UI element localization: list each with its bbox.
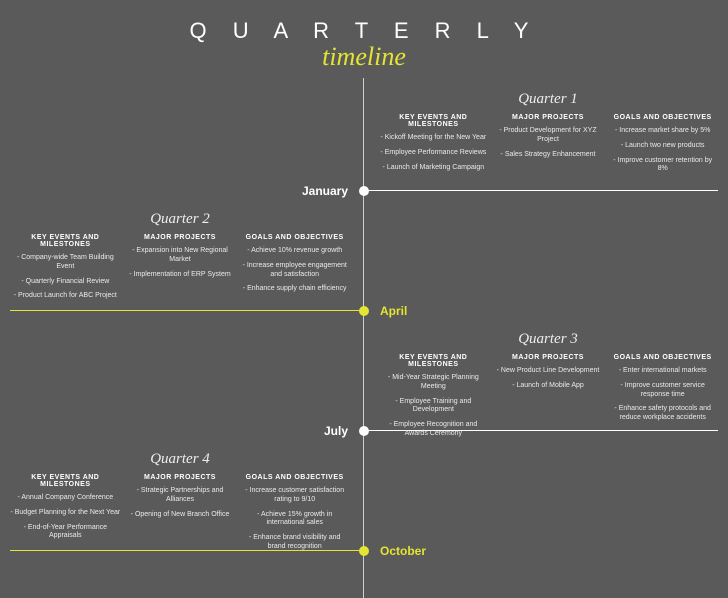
column-item: Improve customer retention by 8% (607, 157, 718, 175)
column-header: GOALS AND OBJECTIVES (607, 354, 718, 361)
column-projects: MAJOR PROJECTS Expansion into New Regiona… (125, 234, 236, 307)
month-label-q4: October (380, 544, 426, 558)
column-header: KEY EVENTS AND MILESTONES (378, 114, 489, 128)
column-item: Expansion into New Regional Market (125, 247, 236, 265)
column-item: Product Launch for ABC Project (10, 292, 121, 301)
timeline-hline-q2 (10, 310, 364, 311)
column-item: Budget Planning for the Next Year (10, 509, 121, 518)
column-goals: GOALS AND OBJECTIVES Enter international … (607, 354, 718, 445)
timeline-vertical-line (363, 78, 364, 598)
column-item: Enhance supply chain efficiency (239, 285, 350, 294)
timeline-dot-q4 (359, 546, 369, 556)
column-item: Annual Company Conference (10, 494, 121, 503)
page-title: Q U A R T E R L Y (0, 18, 728, 44)
column-item: Increase market share by 5% (607, 127, 718, 136)
column-item: Increase employee engagement and satisfa… (239, 262, 350, 280)
column-item: Launch of Marketing Campaign (378, 164, 489, 173)
quarter-title: Quarter 1 (378, 91, 718, 108)
column-header: GOALS AND OBJECTIVES (239, 474, 350, 481)
column-item: Employee Training and Development (378, 398, 489, 416)
timeline-hline-q1 (364, 190, 718, 191)
column-item: Enhance safety protocols and reduce work… (607, 405, 718, 423)
column-item: Quarterly Financial Review (10, 278, 121, 287)
column-item: Employee Performance Reviews (378, 149, 489, 158)
timeline-dot-q1 (359, 186, 369, 196)
column-events: KEY EVENTS AND MILESTONES Annual Company … (10, 474, 121, 558)
column-projects: MAJOR PROJECTS Product Development for XY… (493, 114, 604, 180)
column-item: Sales Strategy Enhancement (493, 151, 604, 160)
column-item: Enhance brand visibility and brand recog… (239, 534, 350, 552)
column-goals: GOALS AND OBJECTIVES Achieve 10% revenue … (239, 234, 350, 307)
column-item: Achieve 15% growth in international sale… (239, 511, 350, 529)
column-item: Launch of Mobile App (493, 382, 604, 391)
column-item: Opening of New Branch Office (125, 511, 236, 520)
column-header: MAJOR PROJECTS (125, 234, 236, 241)
column-header: KEY EVENTS AND MILESTONES (10, 234, 121, 248)
month-label-q1: January (302, 184, 348, 198)
column-events: KEY EVENTS AND MILESTONES Company-wide Te… (10, 234, 121, 307)
column-item: End-of-Year Performance Appraisals (10, 524, 121, 542)
column-item: Improve customer service response time (607, 382, 718, 400)
month-label-q2: April (380, 304, 407, 318)
column-item: Company-wide Team Building Event (10, 254, 121, 272)
quarter-title: Quarter 4 (10, 451, 350, 468)
column-header: GOALS AND OBJECTIVES (607, 114, 718, 121)
column-projects: MAJOR PROJECTS New Product Line Developme… (493, 354, 604, 445)
column-header: MAJOR PROJECTS (125, 474, 236, 481)
column-item: Product Development for XYZ Project (493, 127, 604, 145)
quarter-block-q3: Quarter 3 KEY EVENTS AND MILESTONES Mid-Ye… (378, 331, 718, 445)
column-item: Kickoff Meeting for the New Year (378, 134, 489, 143)
column-projects: MAJOR PROJECTS Strategic Partnerships and… (125, 474, 236, 558)
header: Q U A R T E R L Y timeline (0, 0, 728, 78)
column-events: KEY EVENTS AND MILESTONES Mid-Year Strate… (378, 354, 489, 445)
quarter-block-q1: Quarter 1 KEY EVENTS AND MILESTONES Kickof… (378, 91, 718, 180)
quarter-title: Quarter 3 (378, 331, 718, 348)
timeline-dot-q2 (359, 306, 369, 316)
column-item: Mid-Year Strategic Planning Meeting (378, 374, 489, 392)
column-item: Employee Recognition and Awards Ceremony (378, 421, 489, 439)
column-item: Strategic Partnerships and Alliances (125, 487, 236, 505)
timeline-dot-q3 (359, 426, 369, 436)
timeline-stage: January Quarter 1 KEY EVENTS AND MILESTONE… (0, 78, 728, 598)
column-item: Implementation of ERP System (125, 271, 236, 280)
quarter-title: Quarter 2 (10, 211, 350, 228)
page-subtitle: timeline (0, 42, 728, 72)
column-item: Increase customer satisfaction rating to… (239, 487, 350, 505)
quarter-block-q2: Quarter 2 KEY EVENTS AND MILESTONES Compan… (10, 211, 350, 307)
column-item: Achieve 10% revenue growth (239, 247, 350, 256)
column-header: MAJOR PROJECTS (493, 114, 604, 121)
quarter-block-q4: Quarter 4 KEY EVENTS AND MILESTONES Annual… (10, 451, 350, 558)
column-events: KEY EVENTS AND MILESTONES Kickoff Meeting… (378, 114, 489, 180)
column-header: GOALS AND OBJECTIVES (239, 234, 350, 241)
column-item: New Product Line Development (493, 367, 604, 376)
column-header: MAJOR PROJECTS (493, 354, 604, 361)
column-goals: GOALS AND OBJECTIVES Increase customer sa… (239, 474, 350, 558)
column-header: KEY EVENTS AND MILESTONES (10, 474, 121, 488)
column-item: Enter international markets (607, 367, 718, 376)
month-label-q3: July (324, 424, 348, 438)
column-item: Launch two new products (607, 142, 718, 151)
column-goals: GOALS AND OBJECTIVES Increase market shar… (607, 114, 718, 180)
column-header: KEY EVENTS AND MILESTONES (378, 354, 489, 368)
